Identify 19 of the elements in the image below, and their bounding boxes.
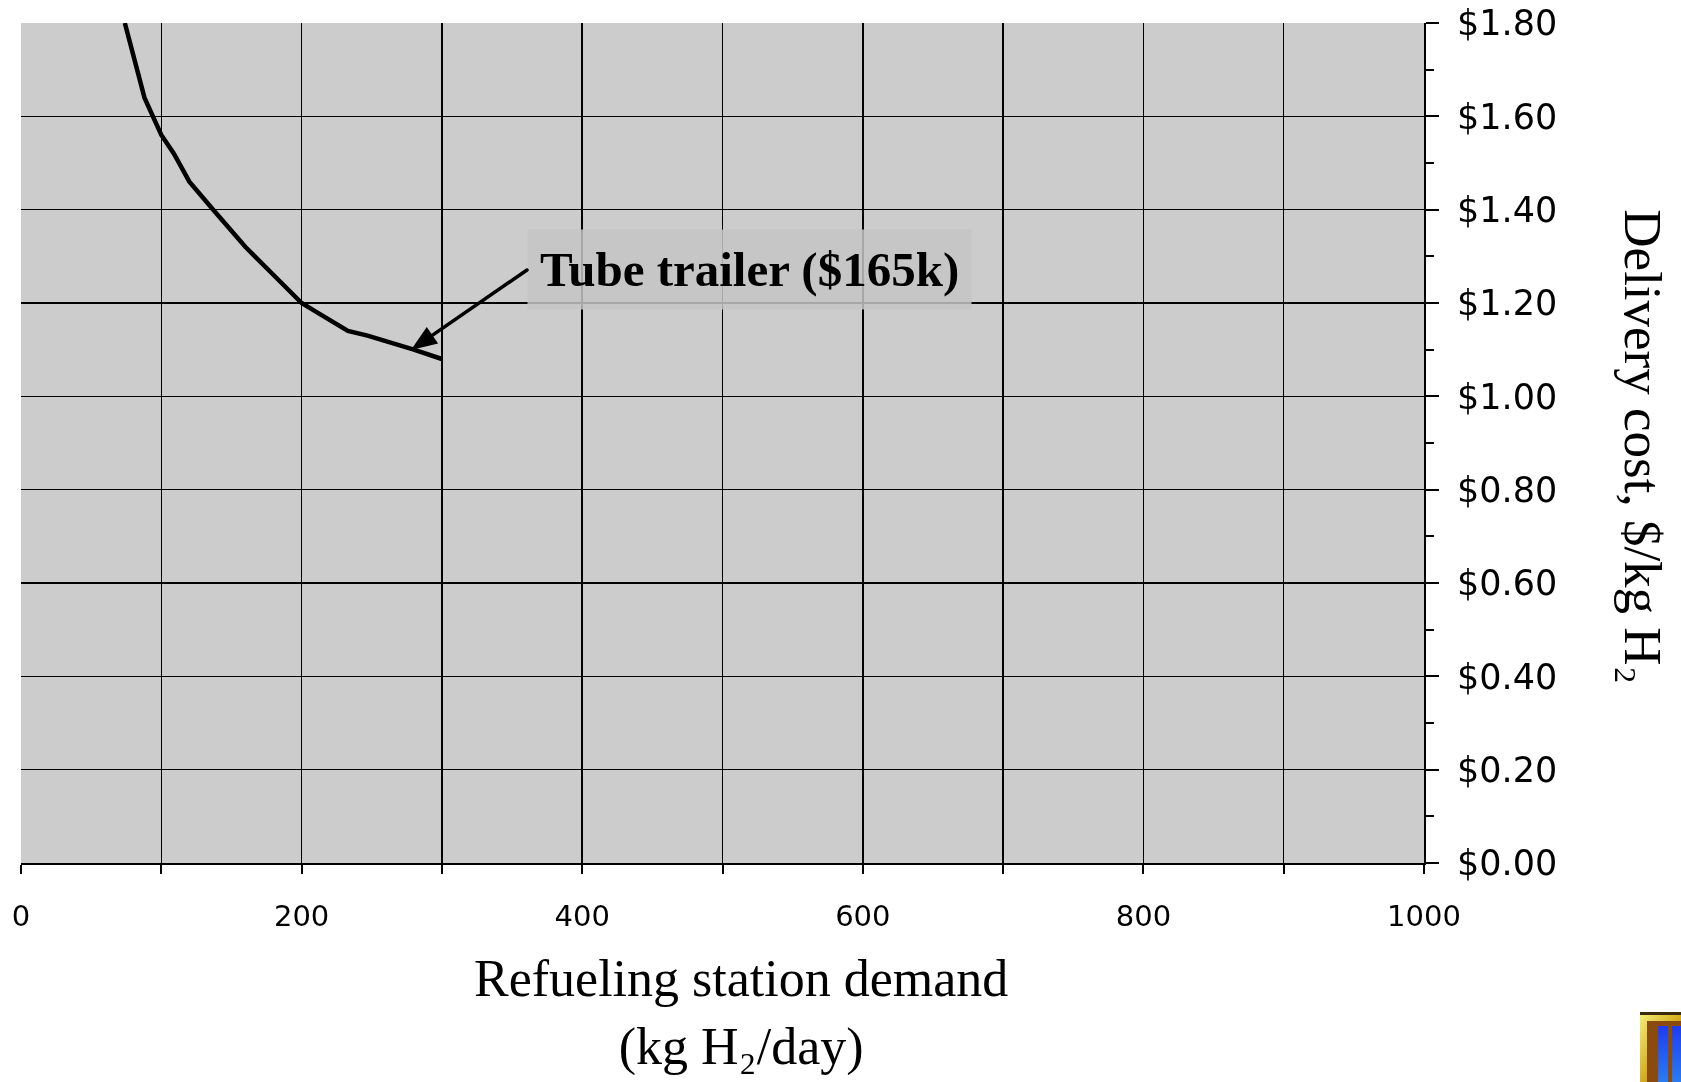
x-tick-label: 200: [273, 898, 330, 933]
y-tick-label: $0.00: [1457, 843, 1558, 884]
annotation: Tube trailer ($165k): [540, 242, 960, 297]
x-axis-title: Refueling station demand (kg H₂/day): [474, 950, 1009, 1076]
x-tick-label: 800: [1115, 898, 1172, 933]
y-tick-label: $0.80: [1457, 469, 1558, 510]
y-tick-label: $1.80: [1457, 3, 1558, 44]
y-tick-label: $0.60: [1457, 563, 1558, 604]
x-tick-label: 400: [554, 898, 610, 933]
y-tick-label: $0.20: [1457, 749, 1558, 790]
x-tick-label: 600: [835, 898, 891, 933]
y-tick-label: $1.40: [1457, 189, 1558, 230]
y-tick-label: $1.20: [1457, 283, 1558, 324]
y-axis-title: Delivery cost, $/kg H₂: [1614, 209, 1673, 685]
y-tick-label: $1.00: [1457, 376, 1558, 417]
x-tick-label: 0: [11, 898, 31, 933]
y-tick-label: $1.60: [1457, 96, 1558, 137]
x-tick-label: 1000: [1387, 898, 1461, 933]
y-tick-label: $0.40: [1457, 656, 1558, 697]
